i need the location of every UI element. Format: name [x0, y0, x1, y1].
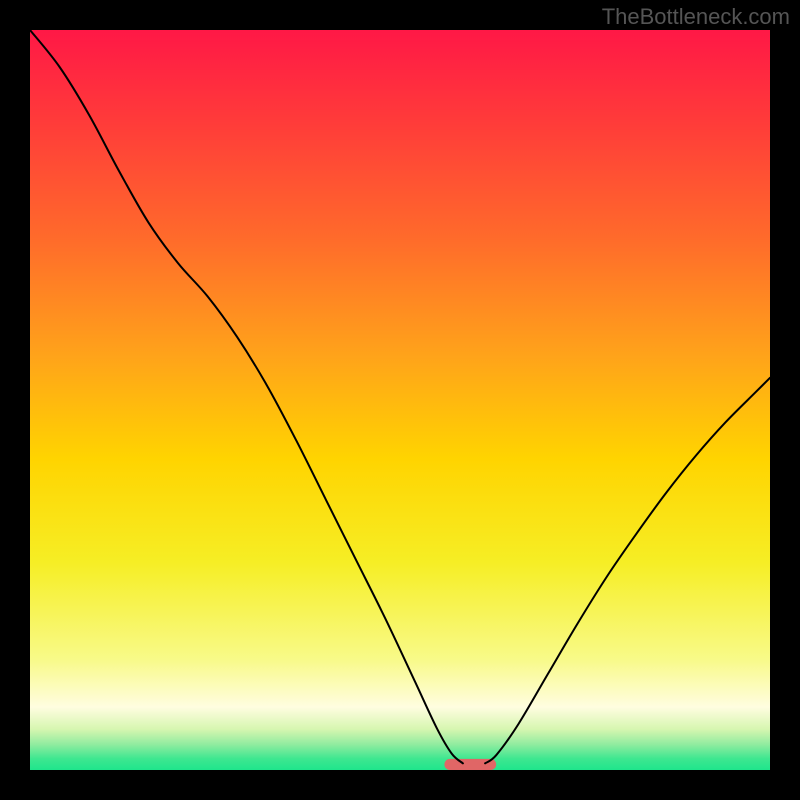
chart-container: TheBottleneck.com: [0, 0, 800, 800]
bottleneck-curve-chart: [30, 30, 770, 770]
chart-background: [30, 30, 770, 770]
plot-area: [30, 30, 770, 770]
watermark-text: TheBottleneck.com: [602, 4, 790, 30]
